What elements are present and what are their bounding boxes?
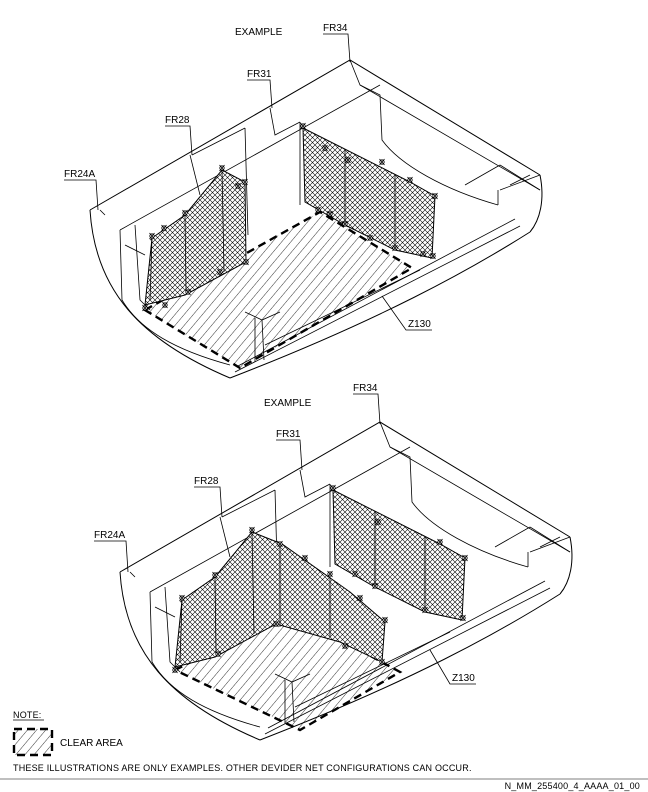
z-label-top: Z130	[408, 319, 431, 330]
example-label-top: EXAMPLE	[235, 27, 283, 38]
frame-label-fr34-bottom: FR34	[353, 383, 378, 394]
frame-label-fr28-bottom: FR28	[194, 476, 219, 487]
frame-label-fr24a-bottom: FR24A	[94, 530, 125, 541]
diagram-bottom: EXAMPLE FR34 FR31 FR28 FR24A Z130	[94, 383, 573, 741]
z-label-bottom: Z130	[452, 673, 475, 684]
frame-label-fr31-bottom: FR31	[276, 429, 301, 440]
clear-area-swatch	[12, 727, 54, 757]
frame-label-fr31-top: FR31	[247, 69, 272, 80]
disclaimer-text: THESE ILLUSTRATIONS ARE ONLY EXAMPLES. O…	[13, 763, 472, 773]
frame-label-fr34-top: FR34	[323, 23, 348, 34]
frame-label-fr28-top: FR28	[165, 115, 190, 126]
frame-label-fr24a-top: FR24A	[64, 169, 95, 180]
note-heading: NOTE:	[13, 710, 42, 720]
example-label-bottom: EXAMPLE	[264, 398, 312, 409]
diagram-top: EXAMPLE FR34 FR31 FR28 FR24A Z130	[64, 23, 543, 379]
clear-area-label: CLEAR AREA	[60, 738, 123, 749]
figure-id: N_MM_255400_4_AAAA_01_00	[505, 781, 640, 791]
hull-outline-bottom	[119, 421, 573, 741]
legend: NOTE: CLEAR AREA	[12, 710, 123, 757]
